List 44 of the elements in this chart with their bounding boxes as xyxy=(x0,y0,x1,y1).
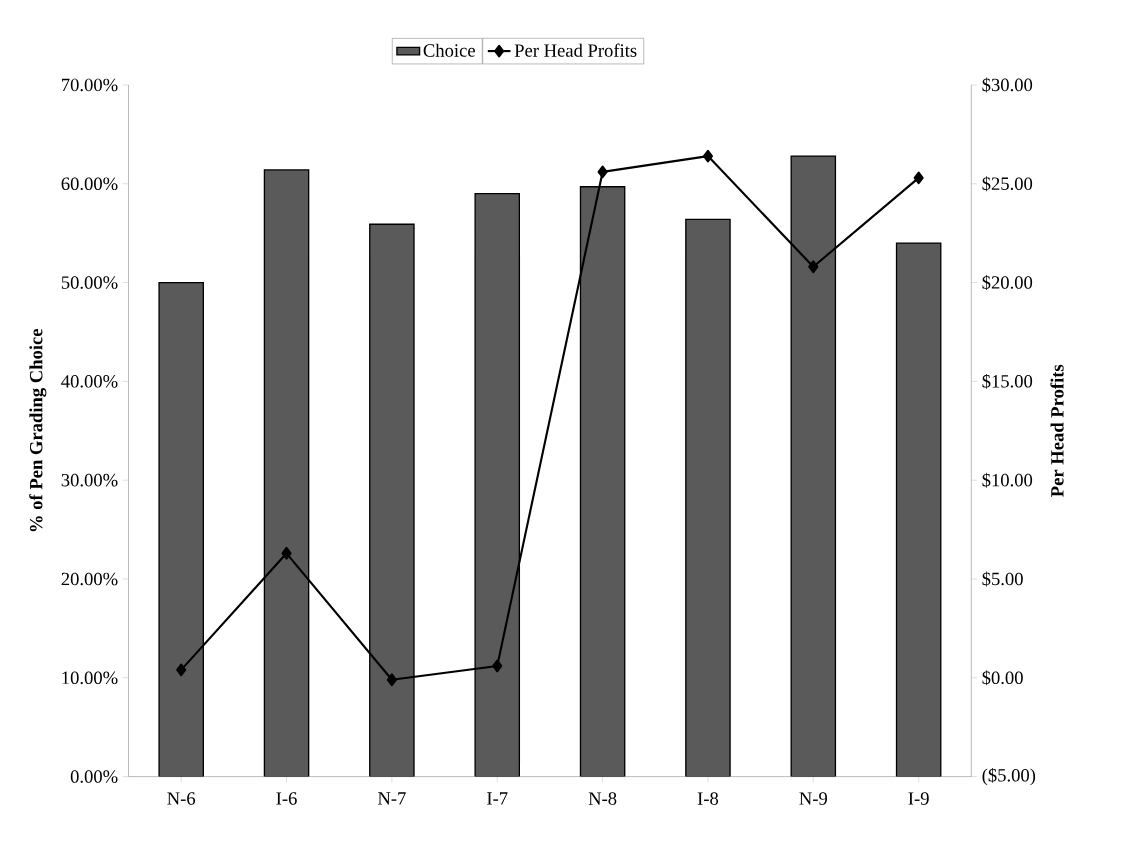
point xyxy=(281,546,292,560)
x-tick-label: I-6 xyxy=(276,792,297,805)
y-tick-label: 70.00% xyxy=(62,78,118,92)
point xyxy=(176,663,187,677)
point xyxy=(913,171,924,185)
y-tick-label: 20.00% xyxy=(61,572,118,586)
legend-label: Choice xyxy=(423,43,475,57)
y-tick-label: 40.00% xyxy=(61,375,118,388)
y-tick-label: 10.00% xyxy=(62,671,118,685)
x-tick-label: N-9 xyxy=(799,792,827,805)
x-tick-label: I-7 xyxy=(487,792,508,805)
point xyxy=(808,260,819,274)
bar xyxy=(263,169,310,777)
y2-tick-label: ($5.00) xyxy=(982,767,1036,786)
bar xyxy=(369,223,415,777)
y-tick-label: 30.00% xyxy=(61,473,118,487)
x-tick-label: N-6 xyxy=(167,792,196,805)
point xyxy=(702,149,714,163)
y2-tick-label: $0.00 xyxy=(982,670,1023,686)
y2-axis-title: Per Head Profits xyxy=(1050,364,1064,497)
bar xyxy=(790,155,837,777)
bar xyxy=(579,186,626,777)
point xyxy=(492,659,503,673)
x-tick-label: N-8 xyxy=(588,792,617,805)
bar xyxy=(158,281,204,777)
y-axis-title: % of Pen Grading Choice xyxy=(29,328,47,532)
y2-tick-label: $10.00 xyxy=(982,472,1033,488)
bar xyxy=(474,192,521,777)
point xyxy=(386,673,397,687)
y-tick-label: 0.00% xyxy=(70,770,118,783)
bar xyxy=(685,218,731,777)
y2-tick-label: $5.00 xyxy=(982,571,1023,587)
y-tick-label: 60.00% xyxy=(61,177,118,191)
y2-tick-label: $20.00 xyxy=(982,275,1033,291)
point xyxy=(597,165,608,179)
x-tick-label: I-8 xyxy=(697,792,719,805)
legend-label: Per Head Profits xyxy=(514,43,637,57)
y-tick-label: 50.00% xyxy=(61,276,118,289)
y2-tick-label: $15.00 xyxy=(982,373,1033,389)
x-tick-label: I-9 xyxy=(908,792,929,805)
x-tick-label: N-7 xyxy=(377,792,406,805)
y2-tick-label: $25.00 xyxy=(982,176,1033,192)
y2-tick-label: $30.00 xyxy=(982,77,1033,93)
bar xyxy=(895,242,942,777)
